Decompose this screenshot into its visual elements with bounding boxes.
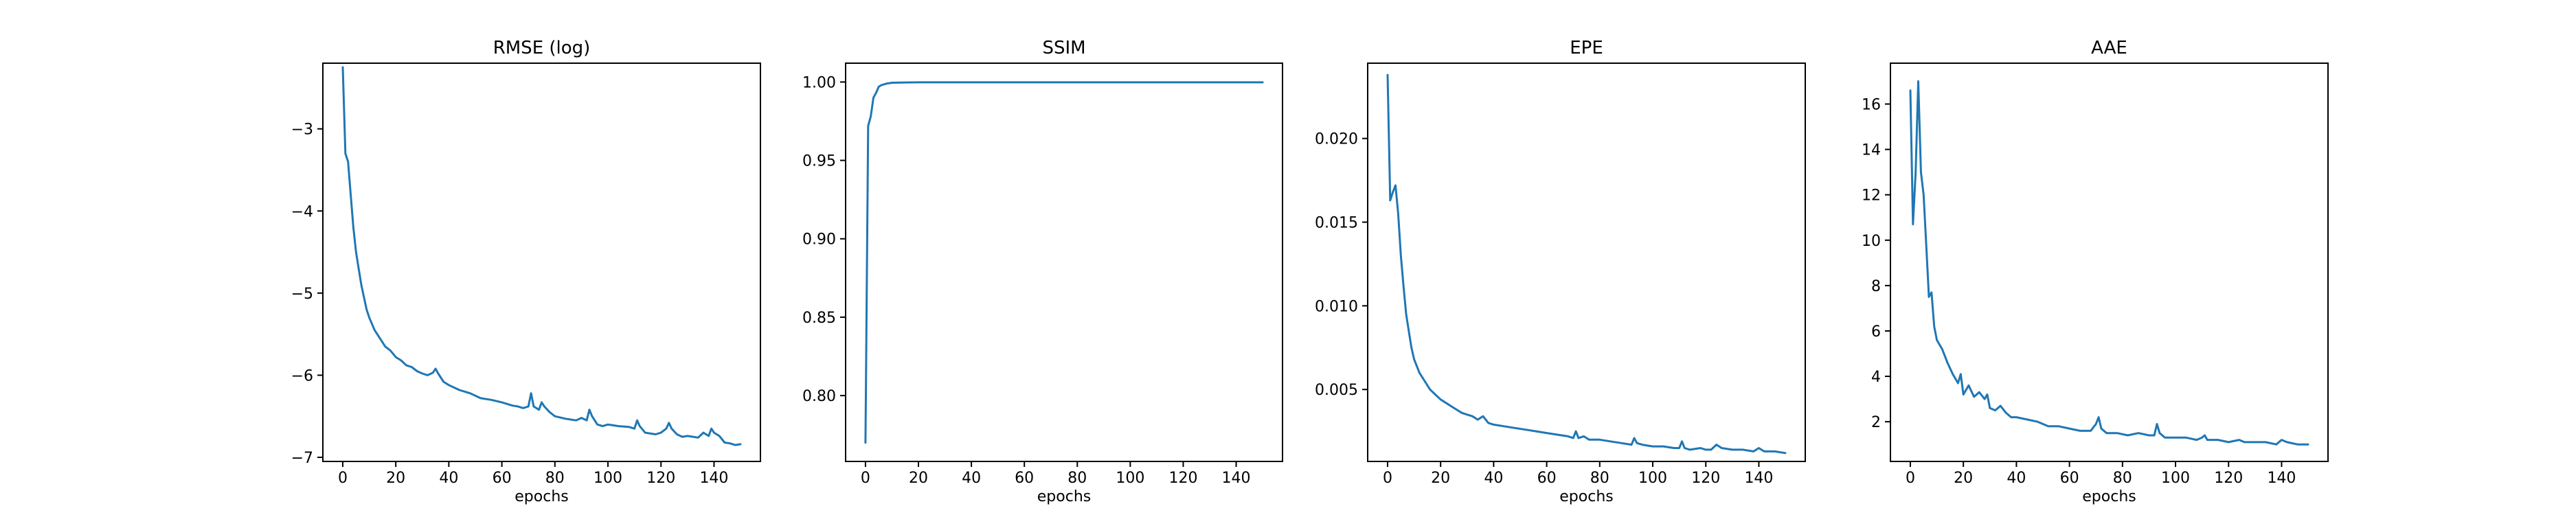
y-tick-label: 6 xyxy=(1871,323,1881,341)
x-tick-label: 120 xyxy=(646,470,675,487)
x-tick-label: 0 xyxy=(338,470,348,487)
y-tick-label: −6 xyxy=(291,367,313,385)
x-tick-label: 80 xyxy=(1590,470,1609,487)
series-line xyxy=(1386,73,1787,455)
x-tick-label: 20 xyxy=(1954,470,1973,487)
x-tick-label: 20 xyxy=(1431,470,1450,487)
series-line xyxy=(341,66,742,446)
x-tick-label: 140 xyxy=(1744,470,1773,487)
x-tick-label: 0 xyxy=(861,470,870,487)
x-tick-label: 80 xyxy=(545,470,565,487)
x-tick-label: 120 xyxy=(1691,470,1720,487)
x-axis-label: epochs xyxy=(1037,488,1091,505)
x-tick-label: 20 xyxy=(909,470,928,487)
x-tick-label: 100 xyxy=(1116,470,1144,487)
axes-frame xyxy=(1367,62,1806,462)
y-tick-label: 14 xyxy=(1862,142,1881,159)
chart-title: RMSE (log) xyxy=(493,38,591,58)
x-tick-label: 100 xyxy=(1638,470,1667,487)
y-tick-label: 16 xyxy=(1862,96,1881,113)
x-tick-label: 60 xyxy=(493,470,512,487)
x-tick-label: 0 xyxy=(1383,470,1392,487)
chart-title: EPE xyxy=(1570,38,1603,58)
series-line xyxy=(864,81,1264,444)
chart-title: SSIM xyxy=(1042,38,1085,58)
y-tick-label: 4 xyxy=(1871,369,1881,386)
axes-frame xyxy=(322,62,761,462)
x-tick-label: 120 xyxy=(1168,470,1197,487)
y-tick-label: −3 xyxy=(291,122,313,139)
y-tick-label: 0.90 xyxy=(802,231,836,249)
x-tick-label: 80 xyxy=(2113,470,2132,487)
x-tick-label: 140 xyxy=(2267,470,2296,487)
x-tick-label: 100 xyxy=(594,470,622,487)
y-tick-label: 12 xyxy=(1862,187,1881,205)
x-tick-label: 140 xyxy=(1222,470,1251,487)
x-axis-label: epochs xyxy=(515,488,568,505)
x-tick-label: 40 xyxy=(2007,470,2026,487)
x-tick-label: 60 xyxy=(1015,470,1034,487)
x-axis-label: epochs xyxy=(2082,488,2136,505)
x-tick-label: 80 xyxy=(1067,470,1087,487)
y-tick-label: 0.80 xyxy=(802,388,836,405)
x-axis-label: epochs xyxy=(1559,488,1613,505)
chart-title: AAE xyxy=(2091,38,2127,58)
x-tick-label: 20 xyxy=(386,470,405,487)
x-tick-label: 40 xyxy=(439,470,458,487)
x-tick-label: 60 xyxy=(1537,470,1557,487)
y-tick-label: 2 xyxy=(1871,414,1881,431)
y-tick-label: −4 xyxy=(291,203,313,220)
chart-panel-2: SSIM 0 20 40 60 80 100 120 140 0.80 0.85 0.90 0.95 1.… xyxy=(802,38,1283,505)
y-tick-label: 0.95 xyxy=(802,153,836,170)
y-tick-label: −7 xyxy=(291,450,313,467)
x-tick-label: 140 xyxy=(699,470,728,487)
y-tick-label: 0.005 xyxy=(1315,382,1358,399)
y-tick-label: 0.85 xyxy=(802,310,836,327)
x-tick-label: 120 xyxy=(2214,470,2243,487)
axes-frame xyxy=(845,62,1283,462)
x-tick-label: 60 xyxy=(2060,470,2079,487)
y-tick-label: 1.00 xyxy=(802,74,836,91)
y-tick-label: 0.020 xyxy=(1315,131,1358,148)
y-tick-label: 10 xyxy=(1862,233,1881,250)
chart-panel-3: EPE 0 20 40 60 80 100 120 140 0.005 0.010 0.015 0.02… xyxy=(1315,38,1806,505)
x-tick-label: 100 xyxy=(2161,470,2190,487)
y-tick-label: 0.015 xyxy=(1315,215,1358,232)
chart-panel-4: AAE 0 20 40 60 80 100 120 140 2 4 6 8 10 12 14 16 epochs xyxy=(1862,38,2329,505)
chart-panel-1: RMSE (log) 0 20 40 60 80 100 120 140 −7 −6 −5 −4 −3 ep… xyxy=(291,38,761,505)
x-tick-label: 40 xyxy=(962,470,981,487)
y-tick-label: −5 xyxy=(291,286,313,303)
y-tick-label: 0.010 xyxy=(1315,298,1358,315)
series-line xyxy=(1909,80,2309,446)
x-tick-label: 40 xyxy=(1484,470,1503,487)
axes-frame xyxy=(1890,62,2329,462)
x-tick-label: 0 xyxy=(1906,470,1915,487)
y-tick-label: 8 xyxy=(1871,278,1881,295)
